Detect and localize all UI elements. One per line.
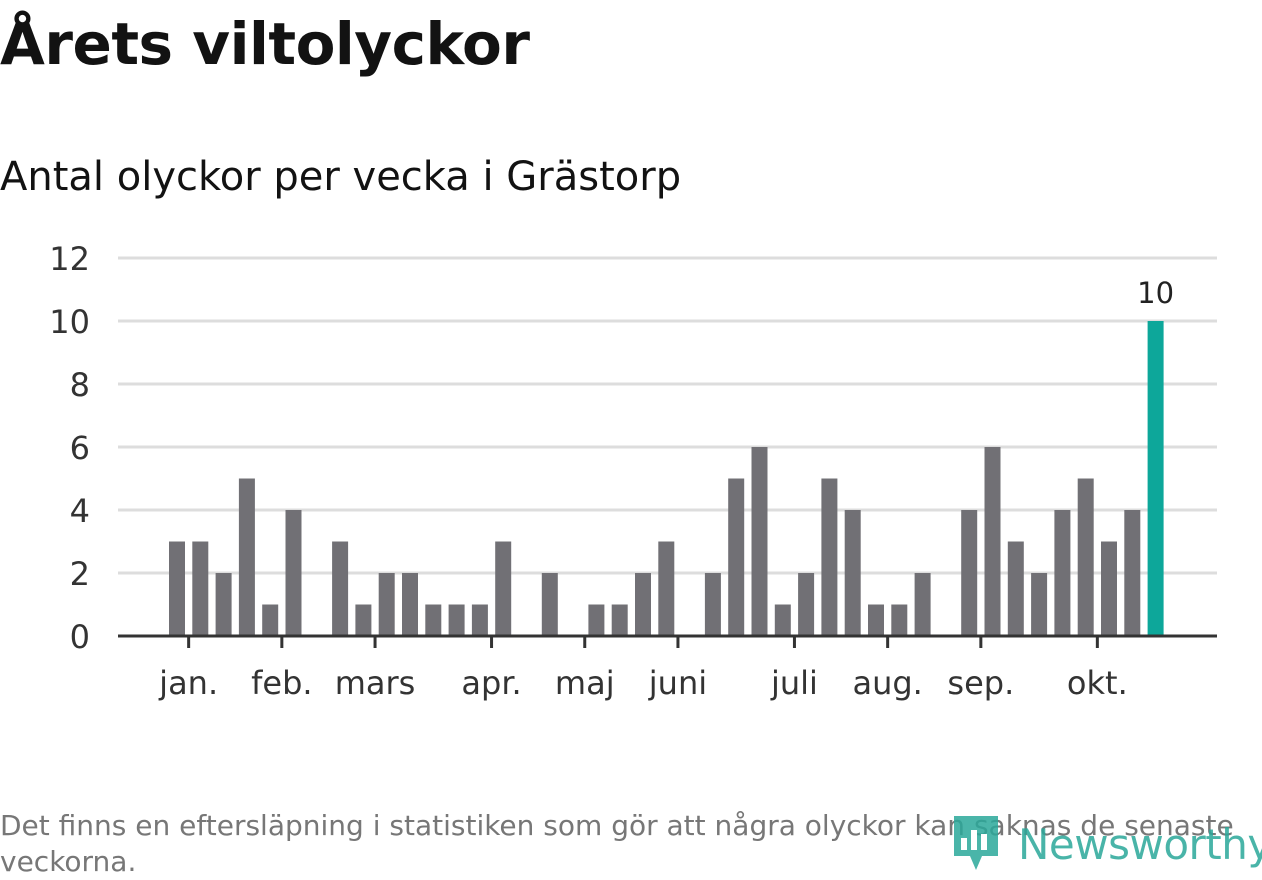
brand-name: Newsworthy	[1018, 819, 1262, 869]
bar	[635, 573, 651, 636]
bar	[378, 573, 395, 636]
x-axis	[118, 634, 1217, 648]
bar	[914, 573, 931, 636]
chart-subtitle: Antal olyckor per vecka i Grästorp	[0, 154, 682, 200]
bar	[541, 573, 558, 636]
bar	[704, 573, 721, 636]
x-tick-label: maj	[555, 664, 615, 702]
x-tick-label: feb.	[251, 664, 312, 702]
chart-title: Årets viltolyckor	[0, 10, 530, 78]
bar	[425, 604, 442, 636]
x-tick-label: mars	[335, 664, 416, 702]
bar	[1031, 573, 1048, 636]
y-tick-label: 4	[70, 492, 90, 530]
bar	[658, 541, 675, 636]
bar	[868, 604, 884, 636]
bar	[728, 478, 745, 636]
x-tick-label: aug.	[852, 664, 922, 702]
y-tick-label: 2	[70, 555, 90, 593]
x-tick-label: jan.	[158, 664, 218, 702]
y-tick-label: 12	[49, 240, 90, 278]
bar	[891, 604, 908, 636]
bar	[1101, 541, 1117, 636]
bar	[961, 510, 978, 636]
bar	[1124, 510, 1141, 636]
bar	[448, 604, 465, 636]
bar	[495, 541, 512, 636]
bar	[215, 573, 232, 636]
x-tick-label: juni	[648, 664, 707, 702]
bar	[774, 604, 791, 636]
bar	[1007, 541, 1024, 636]
bar-chart: 0 2 4 6 8 10 12 jan. feb. mars apr. maj juni juli aug.…	[49, 240, 1217, 702]
y-tick-label: 8	[70, 366, 90, 404]
x-tick-label: sep.	[947, 664, 1014, 702]
x-tick-label: juli	[770, 664, 818, 702]
x-tick-label: okt.	[1067, 664, 1128, 702]
newsworthy-logo: Newsworthy	[950, 812, 1262, 876]
bar	[169, 541, 185, 636]
y-tick-label: 0	[70, 618, 90, 656]
bar	[1147, 321, 1164, 636]
bar	[285, 510, 302, 636]
bar	[588, 604, 605, 636]
footnote: Det finns en eftersläpning i statistiken…	[0, 809, 1234, 878]
bar	[238, 478, 255, 636]
bar	[471, 604, 488, 636]
bar	[611, 604, 628, 636]
bar	[192, 541, 209, 636]
bar	[355, 604, 372, 636]
bar	[984, 447, 1001, 636]
bar	[1077, 478, 1094, 636]
bar	[402, 573, 418, 636]
bar-chart-icon	[954, 816, 998, 870]
bar	[332, 541, 349, 636]
bar	[844, 510, 861, 636]
data-label: 10	[1137, 276, 1174, 310]
gridlines	[118, 256, 1217, 575]
y-tick-label: 6	[70, 429, 90, 467]
bars	[169, 321, 1164, 636]
x-tick-label: apr.	[461, 664, 521, 702]
y-tick-label: 10	[49, 303, 90, 341]
bar	[1054, 510, 1071, 636]
bar	[821, 478, 838, 636]
bar	[798, 573, 815, 636]
bar	[262, 604, 279, 636]
tick-labels: 0 2 4 6 8 10 12 jan. feb. mars apr. maj juni juli aug.…	[49, 240, 1174, 702]
bar	[751, 447, 768, 636]
